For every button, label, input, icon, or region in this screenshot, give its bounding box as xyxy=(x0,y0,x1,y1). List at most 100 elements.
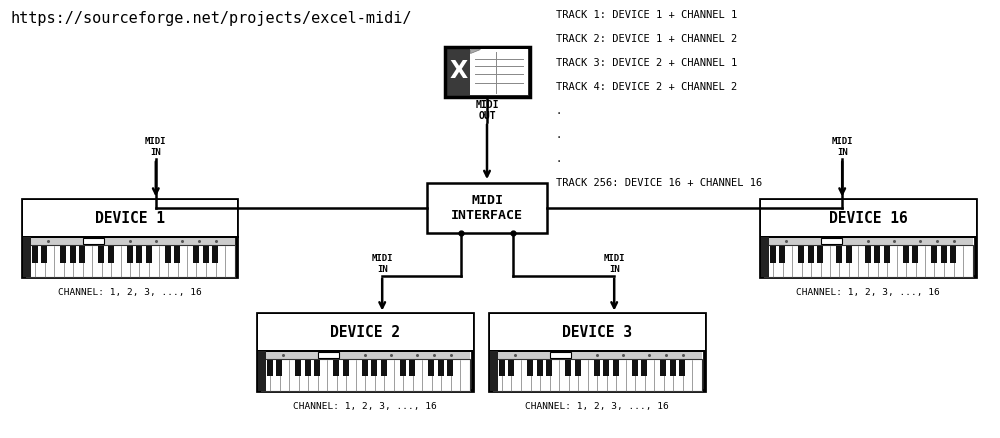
Bar xyxy=(865,246,871,262)
Bar xyxy=(258,351,266,391)
Bar xyxy=(490,314,704,391)
Bar xyxy=(127,246,133,262)
Bar xyxy=(23,201,238,237)
Bar xyxy=(846,246,852,262)
Bar xyxy=(165,246,171,262)
Bar xyxy=(314,360,320,376)
Text: MIDI
OUT: MIDI OUT xyxy=(475,100,499,121)
Bar xyxy=(764,237,972,245)
Text: CHANNEL: 1, 2, 3, ..., 16: CHANNEL: 1, 2, 3, ..., 16 xyxy=(796,288,940,297)
Bar xyxy=(470,49,528,95)
Text: .: . xyxy=(556,106,562,116)
Bar xyxy=(409,360,415,376)
Bar xyxy=(508,360,514,376)
Bar xyxy=(438,360,444,376)
Bar xyxy=(400,360,406,376)
Bar xyxy=(136,246,142,262)
Bar xyxy=(594,360,600,376)
Text: MIDI
INTERFACE: MIDI INTERFACE xyxy=(451,194,523,222)
Text: CHANNEL: 1, 2, 3, ..., 16: CHANNEL: 1, 2, 3, ..., 16 xyxy=(525,402,669,411)
Bar xyxy=(427,183,547,233)
Bar xyxy=(931,246,937,262)
Bar xyxy=(492,351,702,359)
Bar xyxy=(60,246,66,262)
Text: .: . xyxy=(556,154,562,164)
Bar xyxy=(821,238,842,244)
Bar xyxy=(764,245,972,277)
Bar xyxy=(912,246,918,262)
Text: CHANNEL: 1, 2, 3, ..., 16: CHANNEL: 1, 2, 3, ..., 16 xyxy=(293,402,437,411)
Text: TRACK 4: DEVICE 2 + CHANNEL 2: TRACK 4: DEVICE 2 + CHANNEL 2 xyxy=(556,82,737,92)
Bar xyxy=(447,360,453,376)
Text: DEVICE 1: DEVICE 1 xyxy=(95,211,165,226)
Bar xyxy=(575,360,581,376)
Bar xyxy=(381,360,387,376)
Bar xyxy=(641,360,647,376)
Bar xyxy=(546,360,552,376)
Bar xyxy=(260,359,470,391)
Bar xyxy=(70,246,76,262)
Text: .: . xyxy=(556,130,562,140)
Bar xyxy=(32,246,38,262)
Bar xyxy=(950,246,956,262)
Bar xyxy=(428,360,434,376)
Bar xyxy=(679,360,685,376)
Text: TRACK 3: DEVICE 2 + CHANNEL 1: TRACK 3: DEVICE 2 + CHANNEL 1 xyxy=(556,58,737,68)
Bar xyxy=(613,360,619,376)
Bar xyxy=(79,246,85,262)
Bar xyxy=(371,360,377,376)
Bar xyxy=(492,359,702,391)
Text: X: X xyxy=(450,59,468,83)
Text: MIDI
IN: MIDI IN xyxy=(145,137,167,157)
Bar xyxy=(603,360,609,376)
Bar xyxy=(537,360,543,376)
Bar xyxy=(295,360,301,376)
Bar xyxy=(305,360,311,376)
Bar xyxy=(98,246,104,262)
Bar xyxy=(258,314,473,351)
Bar xyxy=(362,360,368,376)
Bar xyxy=(770,246,776,262)
Bar xyxy=(808,246,814,262)
Polygon shape xyxy=(470,49,480,53)
Bar xyxy=(565,360,571,376)
Text: TRACK 1: DEVICE 1 + CHANNEL 1: TRACK 1: DEVICE 1 + CHANNEL 1 xyxy=(556,10,737,20)
Bar xyxy=(23,201,238,277)
Text: MIDI
IN: MIDI IN xyxy=(603,254,625,273)
Bar xyxy=(23,237,31,277)
Bar xyxy=(41,246,47,262)
Bar xyxy=(267,360,273,376)
Bar xyxy=(26,245,234,277)
Bar xyxy=(276,360,282,376)
Bar xyxy=(550,352,571,358)
Text: TRACK 2: DEVICE 1 + CHANNEL 2: TRACK 2: DEVICE 1 + CHANNEL 2 xyxy=(556,34,737,44)
Bar xyxy=(779,246,785,262)
Bar xyxy=(108,246,114,262)
Bar xyxy=(260,351,470,359)
Text: TRACK 256: DEVICE 16 + CHANNEL 16: TRACK 256: DEVICE 16 + CHANNEL 16 xyxy=(556,178,762,188)
Bar xyxy=(836,246,842,262)
Bar xyxy=(761,201,976,237)
Bar xyxy=(884,246,890,262)
Text: CHANNEL: 1, 2, 3, ..., 16: CHANNEL: 1, 2, 3, ..., 16 xyxy=(58,288,202,297)
Text: MIDI
IN: MIDI IN xyxy=(831,137,853,157)
Bar xyxy=(527,360,533,376)
Text: DEVICE 16: DEVICE 16 xyxy=(829,211,907,226)
Bar xyxy=(174,246,180,262)
Bar xyxy=(941,246,947,262)
Bar xyxy=(26,237,234,245)
Bar xyxy=(490,351,498,391)
Bar xyxy=(146,246,152,262)
Bar xyxy=(670,360,676,376)
Bar xyxy=(343,360,349,376)
Bar xyxy=(660,360,666,376)
Bar xyxy=(761,237,769,277)
Text: DEVICE 2: DEVICE 2 xyxy=(330,325,400,340)
Bar xyxy=(193,246,199,262)
Bar xyxy=(632,360,638,376)
Bar xyxy=(903,246,909,262)
Bar xyxy=(817,246,823,262)
Bar xyxy=(258,314,473,391)
Bar xyxy=(499,360,505,376)
Text: https://sourceforge.net/projects/excel-midi/: https://sourceforge.net/projects/excel-m… xyxy=(10,11,412,26)
